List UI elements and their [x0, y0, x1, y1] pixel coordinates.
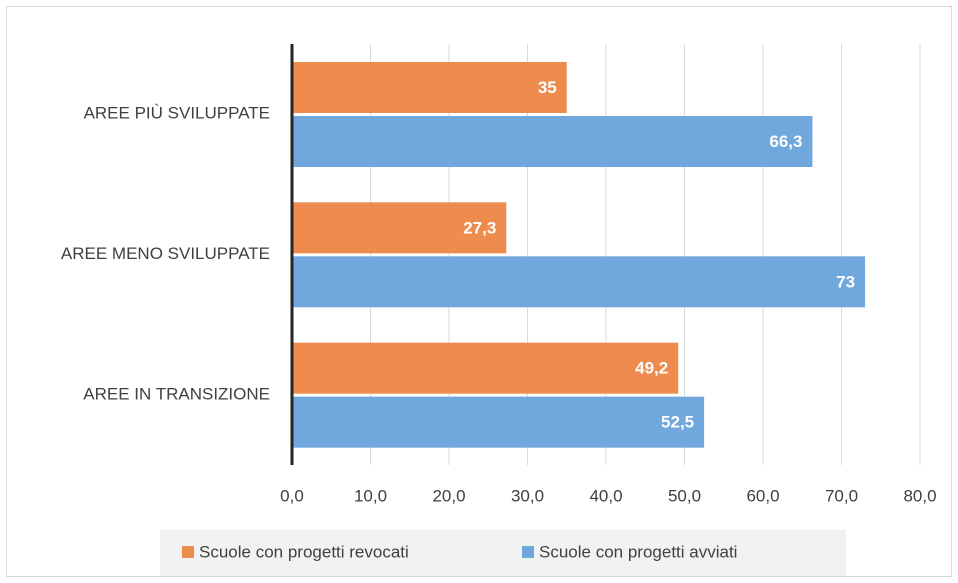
- value-label: 49,2: [635, 359, 668, 378]
- bar: [292, 396, 705, 448]
- bar: [292, 202, 507, 254]
- bar: [292, 62, 567, 113]
- x-tick-label: 10,0: [354, 486, 387, 505]
- legend-label: Scuole con progetti avviati: [539, 542, 737, 561]
- y-tick-label: AREE PIÙ SVILUPPATE: [84, 104, 270, 123]
- legend-label: Scuole con progetti revocati: [199, 542, 409, 561]
- bar: [292, 116, 813, 167]
- legend-box: [160, 530, 846, 576]
- legend-swatch: [522, 546, 534, 558]
- y-tick-label: AREE IN TRANSIZIONE: [83, 384, 270, 403]
- x-tick-label: 30,0: [511, 486, 544, 505]
- value-label: 27,3: [463, 218, 496, 237]
- x-tick-label: 70,0: [825, 486, 858, 505]
- bar: [292, 342, 679, 394]
- y-tick-label: AREE MENO SVILUPPATE: [61, 244, 270, 263]
- x-tick-label: 0,0: [280, 486, 304, 505]
- value-label: 66,3: [769, 132, 802, 151]
- x-tick-label: 50,0: [668, 486, 701, 505]
- legend-swatch: [182, 546, 194, 558]
- value-label: 52,5: [661, 413, 694, 432]
- x-tick-label: 20,0: [432, 486, 465, 505]
- value-label: 35: [538, 78, 557, 97]
- x-tick-label: 80,0: [903, 486, 936, 505]
- bar: [292, 256, 866, 308]
- x-tick-label: 40,0: [589, 486, 622, 505]
- x-tick-label: 60,0: [746, 486, 779, 505]
- value-label: 73: [836, 272, 855, 291]
